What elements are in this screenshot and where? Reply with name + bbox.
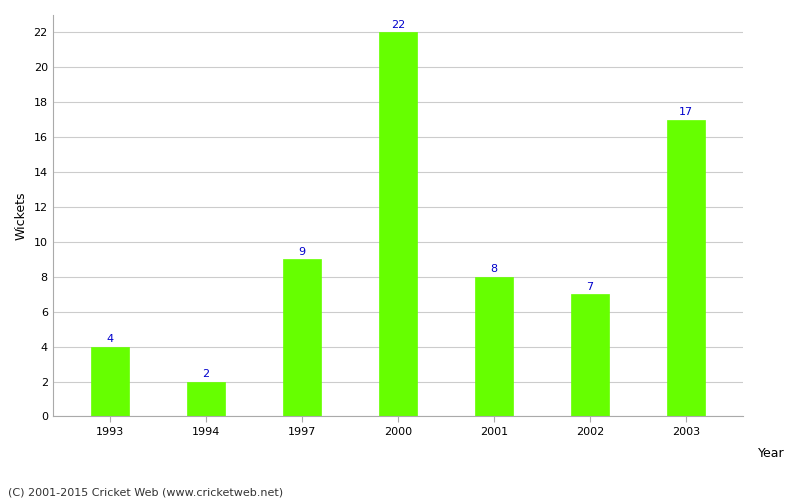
Bar [474, 277, 513, 416]
Text: 17: 17 [678, 107, 693, 117]
Bar [187, 382, 226, 416]
Text: 9: 9 [298, 246, 306, 256]
Y-axis label: Wickets: Wickets [15, 192, 28, 240]
Text: 22: 22 [391, 20, 405, 30]
Text: 7: 7 [586, 282, 594, 292]
Text: (C) 2001-2015 Cricket Web (www.cricketweb.net): (C) 2001-2015 Cricket Web (www.cricketwe… [8, 488, 283, 498]
Text: 2: 2 [202, 369, 210, 379]
Bar [379, 32, 417, 416]
Bar [283, 260, 322, 416]
Bar [666, 120, 705, 416]
Text: 4: 4 [106, 334, 114, 344]
Text: Year: Year [758, 447, 785, 460]
Text: 8: 8 [490, 264, 498, 274]
Bar [91, 346, 130, 416]
Bar [570, 294, 609, 416]
